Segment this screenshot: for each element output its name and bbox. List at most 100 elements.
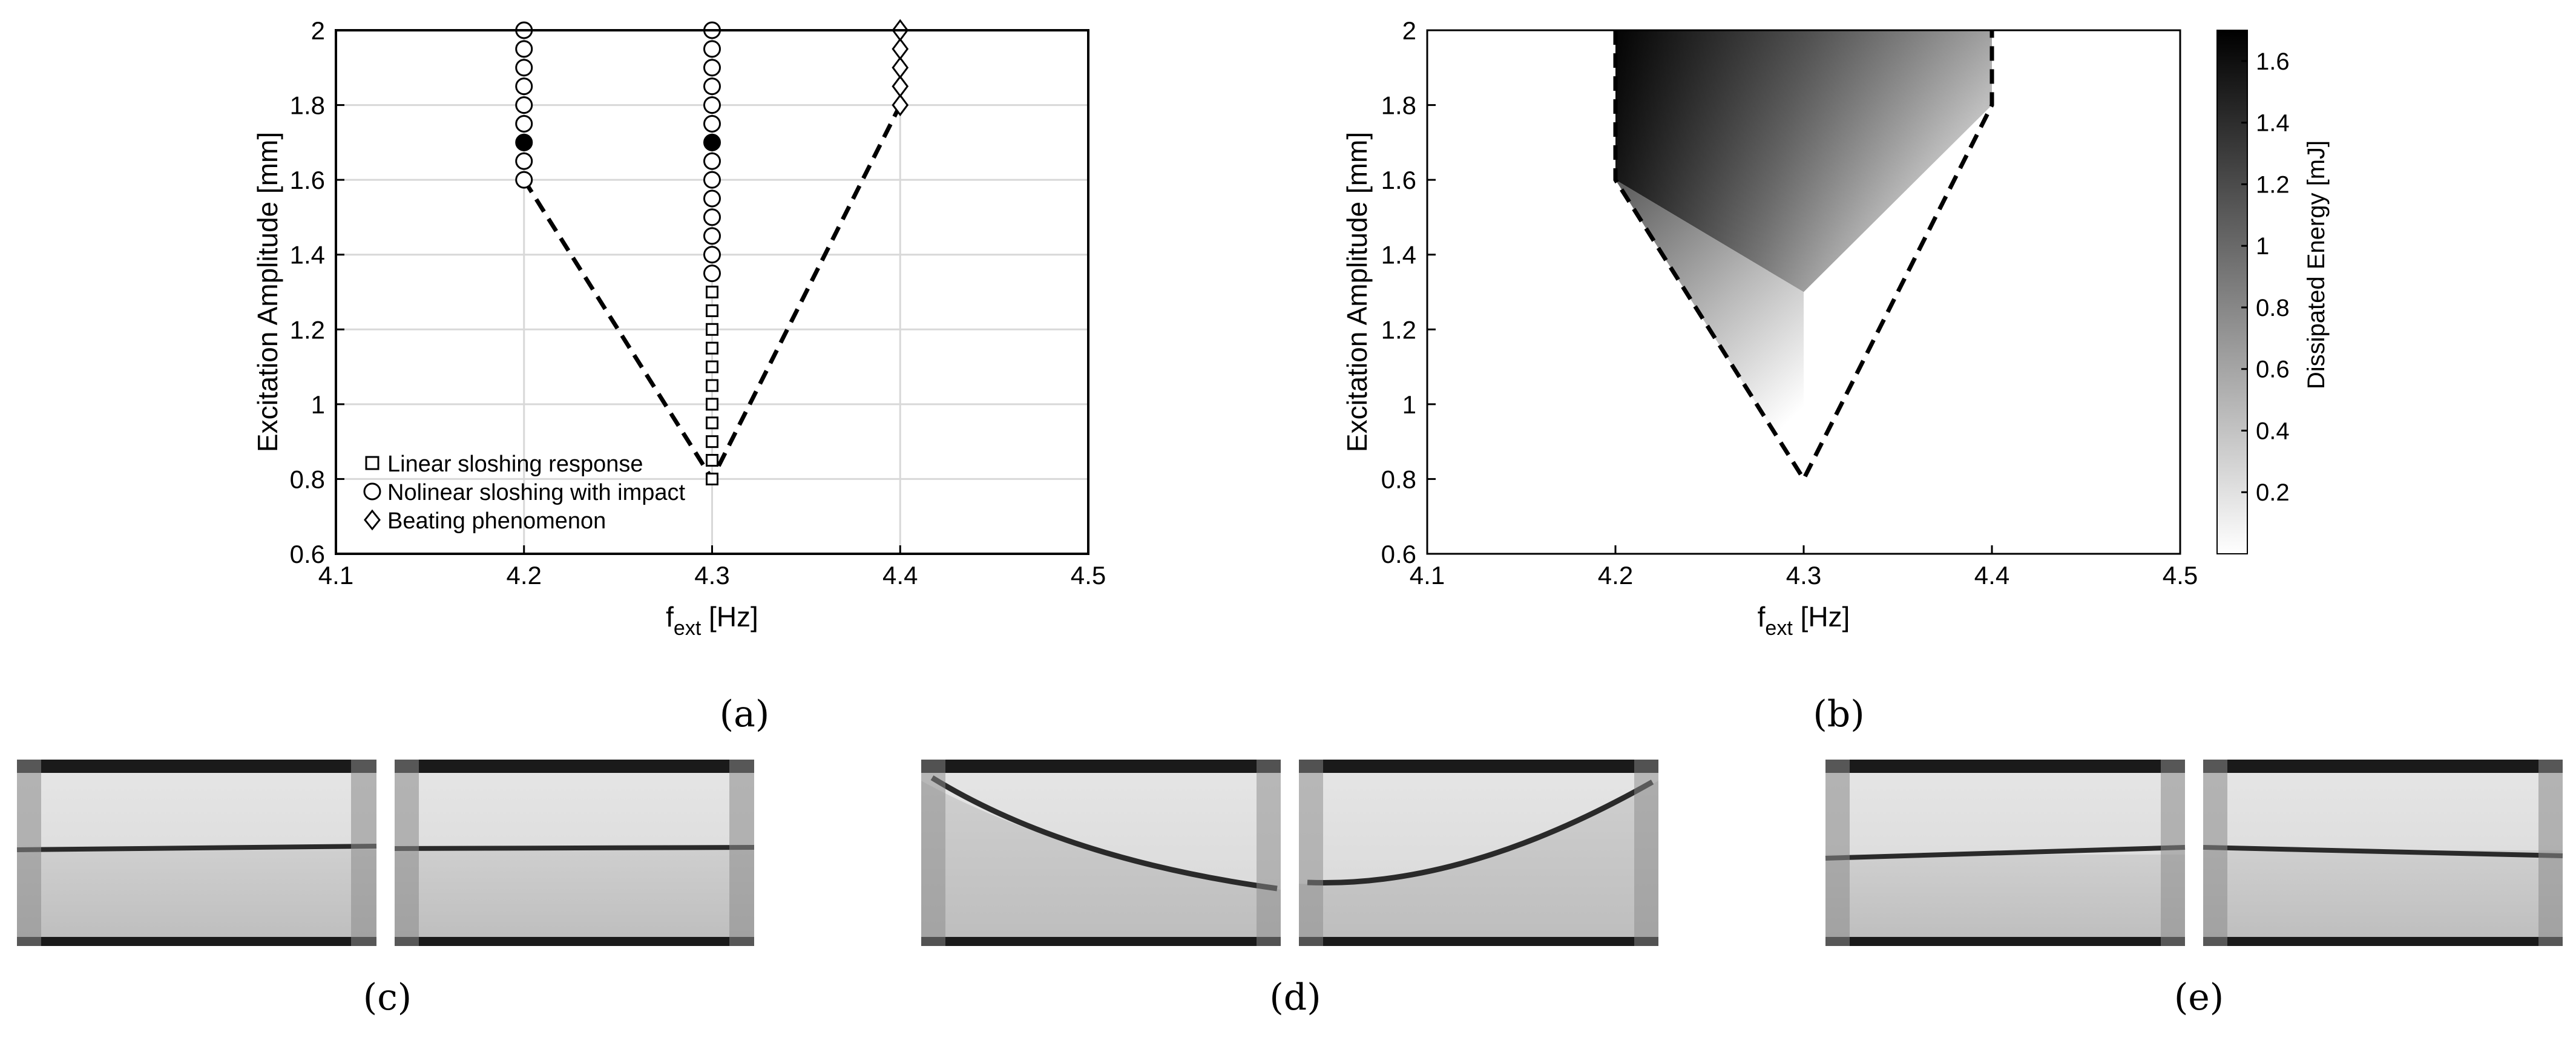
data-point-circle — [703, 114, 721, 133]
y-tick-label: 1.2 — [1381, 315, 1416, 344]
heatmap-region — [1613, 30, 1994, 484]
y-tick-label: 0.6 — [1381, 540, 1416, 568]
legend-label: Nolinear sloshing with impact — [387, 480, 686, 505]
chart-a: 4.1 4.2 4.3 4.4 4.5 0.6 0.8 1 1.2 1.4 1.6 1.8 2 Exci… — [252, 16, 1106, 640]
data-point-circle — [703, 246, 721, 264]
x-tick-label: 4.4 — [1974, 561, 2009, 590]
y-axis-label: Excitation Amplitude [mm] — [1341, 132, 1373, 452]
highlighted-data-point — [515, 133, 533, 151]
data-point-circle — [515, 40, 533, 58]
y-tick-label: 1.4 — [290, 241, 325, 269]
panel-label-e: (e) — [2174, 976, 2224, 1019]
photo-e-1 — [1825, 760, 2186, 946]
x-label-main: f — [1758, 601, 1766, 632]
x-tick-label: 4.2 — [1598, 561, 1633, 590]
panel-label-d: (d) — [1269, 976, 1321, 1019]
data-point-circle — [703, 59, 721, 77]
x-tick-label: 4.1 — [1410, 561, 1445, 590]
x-label-unit: [Hz] — [701, 601, 758, 632]
y-tick-label: 2 — [1402, 16, 1416, 45]
photo-c-1 — [16, 760, 377, 946]
data-point-diamond — [892, 38, 909, 61]
chart-b: 4.1 4.2 4.3 4.4 4.5 0.6 0.8 1 1.2 1.4 1.6 1.8 2 Exci… — [1341, 16, 2330, 640]
colorbar-tick-label: 1.2 — [2256, 171, 2290, 198]
x-tick-label: 4.2 — [507, 561, 542, 590]
x-label-sub: ext — [1765, 617, 1793, 640]
data-point-square — [706, 379, 718, 392]
data-point-square — [706, 341, 718, 355]
data-point-circle — [703, 227, 721, 245]
colorbar-tick-label: 0.6 — [2256, 356, 2290, 383]
data-point-circle — [515, 59, 533, 77]
y-tick-label: 1.2 — [290, 315, 325, 344]
legend-label: Linear sloshing response — [387, 452, 643, 477]
data-point-circle — [703, 264, 721, 283]
legend-label: Beating phenomenon — [387, 508, 606, 534]
x-tick-label: 4.5 — [1071, 561, 1106, 590]
legend-marker-square — [365, 456, 380, 470]
colorbar-tick-label: 0.8 — [2256, 295, 2290, 321]
y-axis-label: Excitation Amplitude [mm] — [252, 132, 283, 452]
y-tick-label: 1.8 — [290, 91, 325, 120]
photo-c-2 — [394, 760, 755, 946]
y-tick-label: 1.6 — [1381, 166, 1416, 194]
data-point-diamond — [892, 94, 909, 117]
x-label-sub: ext — [674, 617, 702, 640]
axis-ticks: 4.1 4.2 4.3 4.4 4.5 0.6 0.8 1 1.2 1.4 1.6 1.8 2 — [290, 16, 1106, 590]
data-point-square — [706, 304, 718, 317]
panel-label-a: (a) — [720, 693, 770, 735]
heatmap-shade-region — [1615, 30, 1992, 292]
x-tick-label: 4.1 — [318, 561, 353, 590]
data-point-circle — [703, 208, 721, 226]
boundary-dashed-line — [1613, 30, 1994, 484]
colorbar-gradient — [2216, 30, 2248, 554]
x-axis-label: fext [Hz] — [666, 601, 758, 640]
y-tick-label: 1.4 — [1381, 241, 1416, 269]
data-point-circle — [515, 114, 533, 133]
data-point-diamond — [892, 56, 909, 79]
y-tick-label: 1 — [311, 390, 325, 419]
colorbar-tick-label: 1.6 — [2256, 48, 2290, 75]
y-tick-label: 1 — [1402, 390, 1416, 419]
axis-ticks: 4.1 4.2 4.3 4.4 4.5 0.6 0.8 1 1.2 1.4 1.6 1.8 2 — [1381, 16, 2198, 590]
y-tick-label: 1.6 — [290, 166, 325, 194]
data-point-circle — [703, 189, 721, 208]
panel-label-c: (c) — [363, 976, 412, 1019]
data-point-circle — [515, 96, 533, 114]
data-point-circle — [515, 152, 533, 170]
colorbar-label: Dissipated Energy [mJ] — [2303, 140, 2330, 389]
x-label-main: f — [666, 601, 674, 632]
data-point-square — [706, 286, 718, 298]
data-point-circle — [703, 40, 721, 58]
colorbar-tick-label: 0.2 — [2256, 479, 2290, 506]
y-tick-label: 0.6 — [290, 540, 325, 568]
data-point-square — [706, 472, 718, 485]
colorbar-tick-label: 0.4 — [2256, 418, 2290, 444]
x-axis-label: fext [Hz] — [1758, 601, 1850, 640]
x-tick-label: 4.5 — [2163, 561, 2198, 590]
x-tick-label: 4.3 — [1786, 561, 1821, 590]
data-point-square — [706, 435, 718, 448]
data-point-circle — [515, 77, 533, 96]
y-tick-label: 1.8 — [1381, 91, 1416, 120]
x-tick-label: 4.4 — [882, 561, 918, 590]
highlighted-data-point — [703, 133, 721, 151]
legend: Linear sloshing response Nolinear sloshin… — [363, 452, 686, 534]
y-tick-label: 0.8 — [290, 465, 325, 493]
photo-e-2 — [2203, 760, 2563, 946]
data-point-circle — [703, 152, 721, 170]
photo-d-1 — [921, 760, 1281, 946]
data-point-square — [706, 416, 718, 430]
y-tick-label: 2 — [311, 16, 325, 45]
x-label-unit: [Hz] — [1793, 601, 1850, 632]
legend-marker-diamond — [364, 509, 381, 531]
data-point-circle — [703, 171, 721, 189]
data-point-square — [706, 398, 718, 411]
x-tick-label: 4.3 — [694, 561, 729, 590]
panel-label-b: (b) — [1813, 693, 1864, 735]
data-point-circle — [515, 171, 533, 189]
data-point-square — [706, 454, 718, 467]
data-point-square — [706, 323, 718, 336]
data-point-circle — [703, 77, 721, 96]
photo-d-2 — [1299, 760, 1658, 946]
